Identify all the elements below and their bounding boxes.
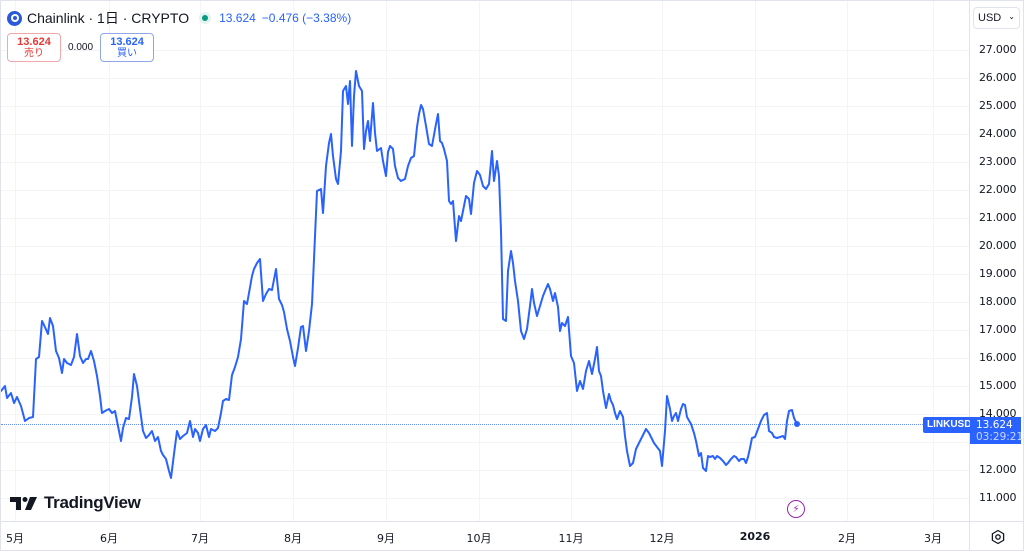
header-last-price: 13.624: [219, 11, 256, 25]
gridline: [933, 1, 934, 521]
flash-lightning-icon[interactable]: ⚡︎: [787, 500, 805, 518]
last-price-value: 13.624: [976, 419, 1013, 431]
chainlink-logo-icon: [7, 10, 22, 26]
sell-label: 売り: [24, 47, 44, 59]
price-tick: 18.000: [979, 295, 1017, 308]
time-tick: 9月: [377, 532, 395, 545]
gridline: [1, 330, 969, 331]
buy-price: 13.624: [110, 35, 144, 48]
time-tick: 2月: [838, 532, 856, 545]
gridline: [1, 134, 969, 135]
price-tick: 20.000: [979, 239, 1017, 252]
chevron-down-icon: ⌄: [1008, 12, 1015, 21]
time-axis[interactable]: 5月 6月 7月 8月 9月 10月 11月 12月 2026 2月 3月: [1, 521, 969, 551]
time-tick-year: 2026: [739, 530, 771, 543]
time-tick: 7月: [191, 532, 209, 545]
gridline: [1, 498, 969, 499]
gridline: [1, 106, 969, 107]
price-tick: 26.000: [979, 71, 1017, 84]
market-open-status-icon: [199, 12, 212, 24]
gridline: [1, 414, 969, 415]
gridline: [1, 302, 969, 303]
gridline: [1, 470, 969, 471]
price-tick: 19.000: [979, 267, 1017, 280]
last-price-label: 13.624 03:29:21: [970, 417, 1024, 444]
header-change: −0.476 (−3.38%): [261, 11, 352, 25]
price-tick: 17.000: [979, 323, 1017, 336]
gridline: [15, 1, 16, 521]
currency-value: USD: [978, 12, 1002, 24]
price-tick: 27.000: [979, 43, 1017, 56]
last-price-line: [1, 424, 969, 425]
gridline: [109, 1, 110, 521]
gridline: [571, 1, 572, 521]
gridline: [1, 274, 969, 275]
last-point-dot: [794, 421, 800, 427]
gridline: [1, 246, 969, 247]
gridline: [847, 1, 848, 521]
gridline: [1, 78, 969, 79]
price-tick: 12.000: [979, 463, 1017, 476]
tradingview-logo[interactable]: TradingView: [10, 493, 141, 513]
time-tick: 3月: [924, 532, 942, 545]
price-tick: 11.000: [979, 491, 1017, 504]
spread-value: 0.000: [68, 42, 94, 53]
gridline: [1, 358, 969, 359]
plot-area[interactable]: [1, 1, 969, 521]
gridline: [1, 442, 969, 443]
gridline: [386, 1, 387, 521]
gridline: [1, 50, 969, 51]
trade-buttons: 13.624 売り 0.000 13.624 買い: [7, 33, 155, 62]
gridline: [662, 1, 663, 521]
currency-select[interactable]: USD ⌄: [973, 7, 1020, 29]
price-tick: 14.000: [979, 407, 1017, 420]
price-tick: 25.000: [979, 99, 1017, 112]
price-axis[interactable]: 27.000 26.000 25.000 24.000 23.000 22.00…: [969, 1, 1024, 521]
symbol-legend: Chainlink · 1日 · CRYPTO 13.624 −0.476 (−…: [7, 9, 351, 27]
gridline: [200, 1, 201, 521]
price-series-line: [1, 70, 800, 479]
price-tick: 15.000: [979, 379, 1017, 392]
chart-settings-button[interactable]: [969, 521, 1024, 551]
price-tick: 23.000: [979, 155, 1017, 168]
price-tick: 24.000: [979, 127, 1017, 140]
buy-button[interactable]: 13.624 買い: [100, 33, 155, 62]
price-tick: 16.000: [979, 351, 1017, 364]
price-tick: 21.000: [979, 211, 1017, 224]
time-tick: 6月: [100, 532, 118, 545]
gridline: [755, 1, 756, 521]
gridline: [1, 386, 969, 387]
settings-gear-icon: [991, 529, 1004, 545]
symbol-price-label: LINKUSD: [923, 417, 976, 433]
time-tick: 5月: [6, 532, 24, 545]
gridline: [293, 1, 294, 521]
time-tick: 12月: [649, 532, 675, 545]
gridline: [1, 162, 969, 163]
sell-price: 13.624: [17, 35, 51, 48]
gridline: [479, 1, 480, 521]
bar-countdown: 03:29:21: [976, 431, 1024, 443]
time-tick: 8月: [284, 532, 302, 545]
buy-label: 買い: [117, 47, 138, 59]
tradingview-wordmark: TradingView: [44, 493, 141, 512]
time-tick: 11月: [558, 532, 584, 545]
gridline: [1, 190, 969, 191]
symbol-title[interactable]: Chainlink · 1日 · CRYPTO: [27, 10, 190, 26]
gridline: [1, 218, 969, 219]
sell-button[interactable]: 13.624 売り: [7, 33, 61, 62]
tradingview-mark-icon: [10, 497, 37, 510]
price-tick: 22.000: [979, 183, 1017, 196]
time-tick: 10月: [466, 532, 492, 545]
